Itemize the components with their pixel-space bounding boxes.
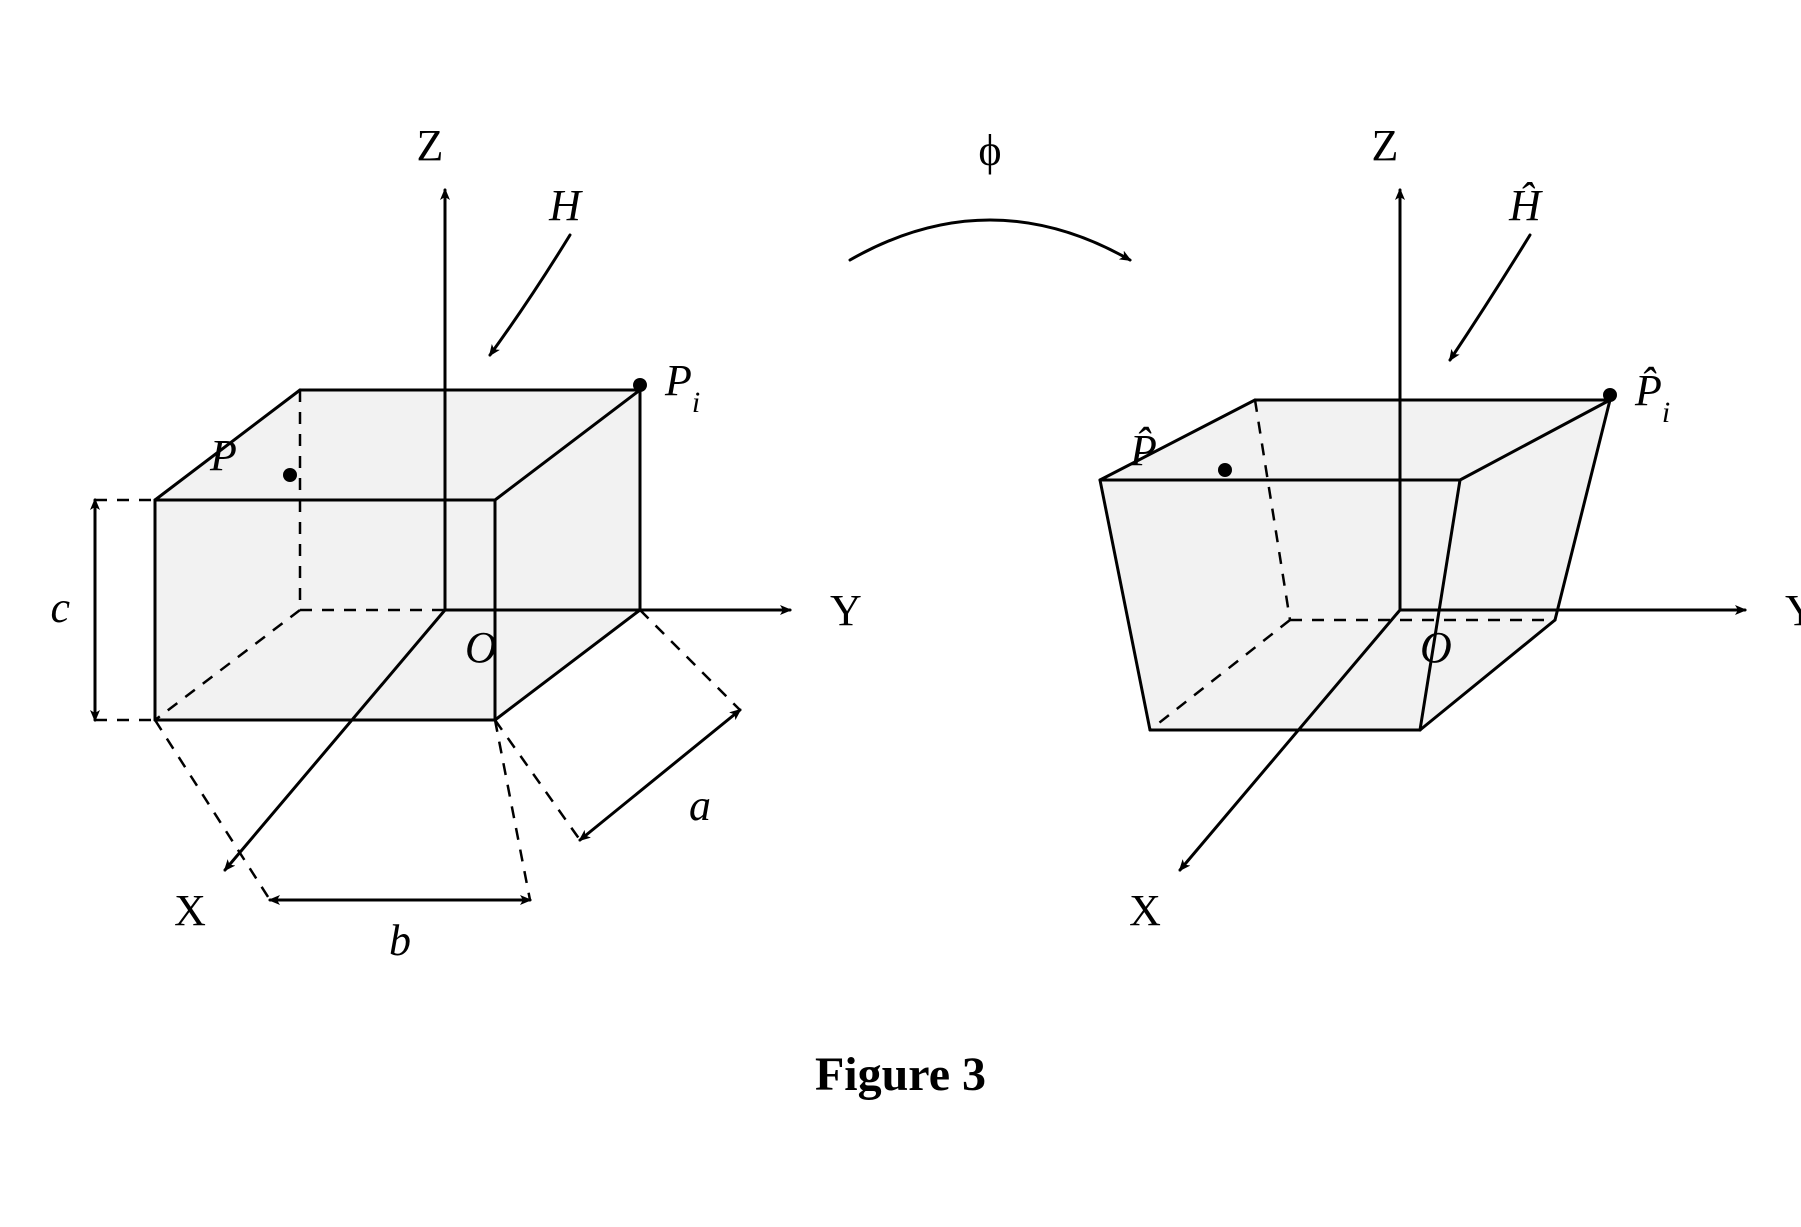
left-h-arrow	[490, 235, 570, 355]
left-label-b: b	[389, 916, 411, 965]
left-label-pi: Pi	[664, 356, 700, 419]
left-label-a: a	[689, 781, 711, 830]
left-p-marker	[283, 468, 297, 482]
right-h-arrow	[1450, 235, 1530, 360]
right-label-p: P̂	[1129, 426, 1157, 475]
phi-arrow	[850, 220, 1130, 260]
right-label-h: Ĥ	[1508, 181, 1543, 230]
right-label-pi: P̂i	[1634, 366, 1670, 429]
figure-caption: Figure 3	[815, 1048, 986, 1101]
left-dim-b-ext1	[155, 720, 270, 900]
right-p-marker	[1218, 463, 1232, 477]
left-dim-a-ext1	[495, 720, 580, 840]
right-label-x: X	[1129, 886, 1161, 935]
right-label-o: O	[1420, 623, 1452, 672]
left-label-x: X	[174, 886, 206, 935]
left-dim-b-ext2	[495, 720, 530, 900]
right-box-frontleft-fill	[1100, 480, 1460, 730]
right-pi-marker	[1603, 388, 1617, 402]
left-label-p: P	[209, 431, 237, 480]
left-dim-a-ext2	[640, 610, 740, 710]
right-label-z: Z	[1372, 121, 1399, 170]
right-label-y: Y	[1785, 586, 1801, 635]
left-label-y: Y	[830, 586, 862, 635]
left-label-o: O	[465, 623, 497, 672]
left-label-h: H	[548, 181, 583, 230]
left-label-c: c	[50, 583, 70, 632]
left-pi-marker	[633, 378, 647, 392]
phi-label: ϕ	[978, 126, 1001, 175]
left-dim-a-arrow	[580, 710, 740, 840]
left-label-z: Z	[417, 121, 444, 170]
